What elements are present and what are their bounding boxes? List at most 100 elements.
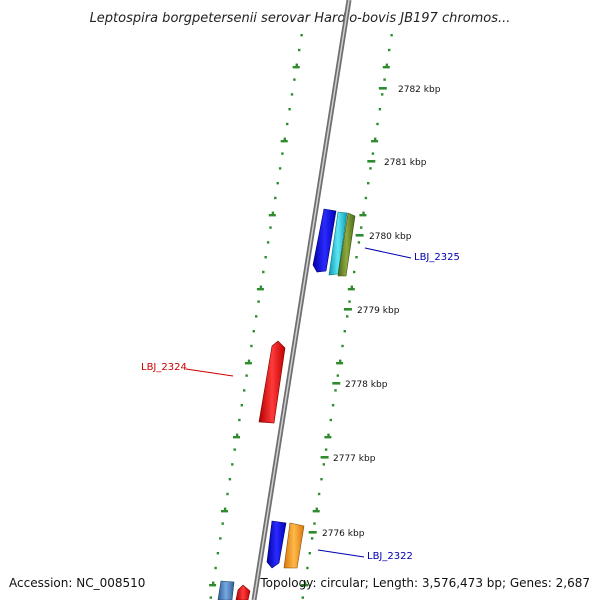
- tick-label-2781: 2781 kbp: [384, 158, 427, 168]
- track-dot: [269, 226, 272, 229]
- gene-arrow-cyan[interactable]: [328, 211, 348, 276]
- track-dot: [264, 256, 267, 259]
- track-dot: [315, 507, 318, 510]
- accession-text: Accession: NC_008510: [9, 576, 145, 590]
- major-tick-5: [320, 456, 329, 459]
- tick-label-2778: 2778 kbp: [345, 380, 388, 390]
- track-dot: [219, 537, 222, 540]
- gene-arrow-blue-2[interactable]: [266, 520, 287, 569]
- track-dash: [209, 584, 217, 587]
- track-dot: [223, 507, 227, 510]
- tick-label-2777: 2777 kbp: [333, 454, 376, 464]
- track-dot: [301, 596, 304, 599]
- track-layer: [209, 34, 393, 599]
- track-dot: [306, 566, 309, 570]
- track-dot: [228, 478, 232, 481]
- major-tick-6: [308, 531, 317, 534]
- track-dot: [288, 108, 291, 111]
- track-dash: [268, 214, 276, 217]
- gene-arrow-olive[interactable]: [337, 212, 356, 277]
- tick-labels: 2782 kbp 2781 kbp 2780 kbp 2779 kbp 2778…: [322, 85, 441, 539]
- track-dash: [371, 140, 379, 143]
- track-dot: [247, 359, 251, 362]
- track-dot: [303, 581, 307, 584]
- track-dot: [276, 182, 279, 185]
- track-dot: [290, 93, 294, 96]
- gene-label-lbj-2324[interactable]: LBJ_2324: [141, 362, 234, 377]
- track-dot: [262, 270, 265, 274]
- track-dot: [378, 108, 382, 111]
- gene-label-lbj-2325[interactable]: LBJ_2325: [364, 247, 460, 263]
- track-dot: [360, 226, 363, 229]
- track-dot: [350, 285, 353, 288]
- track-dot: [281, 152, 284, 155]
- track-dot: [231, 463, 234, 466]
- gene-cluster-bottom[interactable]: [217, 580, 251, 600]
- gene-label-text-lbj-2322[interactable]: LBJ_2322: [367, 551, 413, 562]
- gene-label-text-lbj-2325[interactable]: LBJ_2325: [414, 252, 460, 263]
- track-dot: [214, 566, 217, 570]
- tick-label-2782: 2782 kbp: [398, 85, 441, 95]
- track-dash: [256, 288, 264, 291]
- track-dot: [238, 418, 241, 422]
- track-dash: [347, 288, 355, 291]
- track-dot: [362, 211, 365, 214]
- gene-arrow-steel[interactable]: [217, 580, 235, 600]
- track-dot: [209, 596, 212, 599]
- track-dot: [235, 433, 239, 436]
- gene-cluster-lbj-2322[interactable]: [266, 520, 305, 569]
- major-tick-0: [378, 87, 387, 90]
- track-dot: [293, 78, 296, 81]
- reverse-track: [209, 34, 303, 599]
- tick-label-2776: 2776 kbp: [322, 529, 365, 539]
- track-dot: [310, 537, 314, 540]
- track-dash: [244, 362, 252, 365]
- gene-lbj-2324[interactable]: [258, 340, 286, 424]
- gene-arrow-orange[interactable]: [283, 522, 305, 569]
- track-dot: [298, 48, 301, 52]
- gene-arrow-red-2[interactable]: [235, 584, 251, 600]
- track-dot: [390, 34, 393, 37]
- gene-cluster-lbj-2325[interactable]: [312, 208, 356, 277]
- track-dot: [226, 492, 229, 496]
- track-dot: [324, 448, 328, 451]
- topology-text: Topology: circular; Length: 3,576,473 bp…: [259, 576, 590, 590]
- track-dot: [278, 167, 282, 170]
- gene-label-lbj-2322[interactable]: LBJ_2322: [317, 549, 413, 562]
- major-tick-3: [343, 308, 352, 311]
- track-dot: [308, 552, 311, 555]
- track-dot: [259, 285, 263, 288]
- gene-label-text-lbj-2324[interactable]: LBJ_2324: [141, 362, 187, 373]
- tick-label-2780: 2780 kbp: [369, 232, 412, 242]
- track-dash: [280, 140, 288, 143]
- track-dot: [353, 270, 356, 274]
- tick-label-2779: 2779 kbp: [357, 306, 400, 316]
- track-dot: [317, 492, 321, 496]
- track-dot: [245, 374, 248, 377]
- track-dot: [300, 34, 303, 37]
- gene-arrow-blue[interactable]: [312, 208, 337, 273]
- track-dot: [313, 522, 316, 525]
- track-dot: [286, 122, 289, 126]
- track-dot: [283, 137, 286, 140]
- track-dot: [383, 78, 386, 81]
- track-dot: [331, 404, 335, 407]
- track-dot: [271, 211, 275, 214]
- track-dash: [336, 362, 344, 365]
- track-dot: [336, 374, 339, 377]
- track-dot: [320, 478, 323, 481]
- track-dot: [295, 63, 298, 66]
- gene-arrow-red[interactable]: [258, 340, 286, 424]
- track-dash: [292, 66, 300, 69]
- chromosome-backbone: [251, 0, 352, 600]
- track-dash: [324, 436, 332, 439]
- track-dot: [369, 167, 372, 170]
- track-dot: [257, 300, 260, 303]
- track-dot: [250, 344, 253, 348]
- track-dot: [266, 241, 270, 244]
- track-dot: [327, 433, 330, 436]
- track-dot: [343, 330, 346, 333]
- track-dot: [374, 137, 377, 140]
